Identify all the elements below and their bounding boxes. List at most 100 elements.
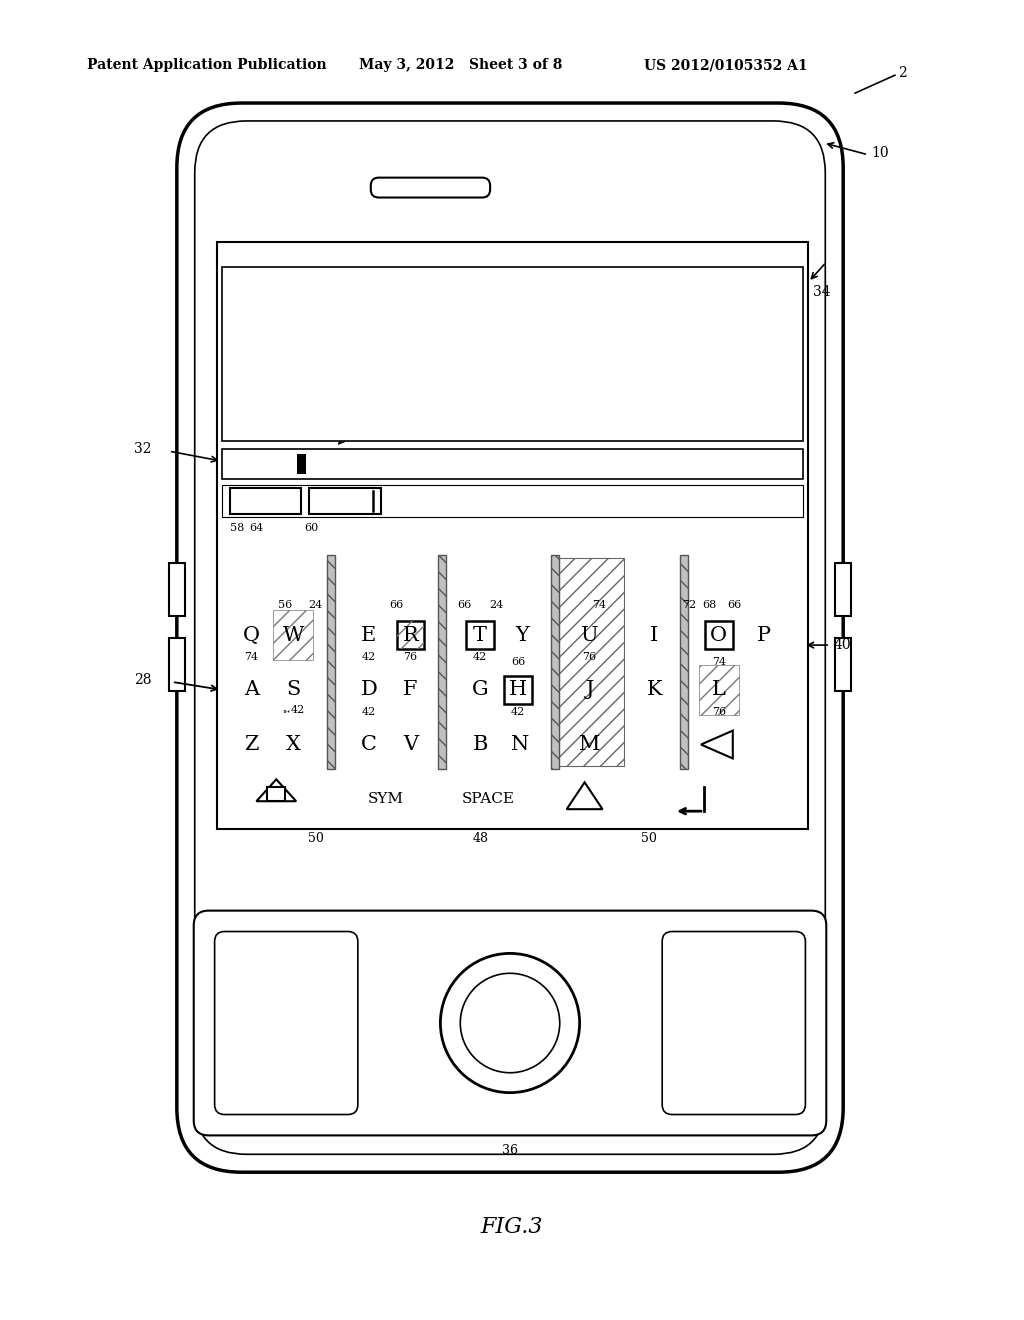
Text: 74: 74 — [593, 601, 606, 610]
Text: M: M — [579, 735, 600, 754]
Text: 36: 36 — [502, 1144, 518, 1158]
Bar — [680, 554, 688, 770]
Text: Z: Z — [244, 735, 259, 754]
FancyBboxPatch shape — [663, 932, 806, 1114]
Text: C: C — [360, 735, 377, 754]
Text: J: J — [586, 680, 594, 700]
Text: Q: Q — [243, 626, 260, 644]
Text: T: T — [473, 626, 487, 644]
Text: 2: 2 — [898, 66, 906, 81]
Text: D: D — [360, 680, 377, 700]
Text: 42: 42 — [361, 652, 376, 663]
Bar — [396, 622, 425, 649]
Bar — [836, 562, 851, 616]
Text: X: X — [286, 735, 301, 754]
Text: Y: Y — [515, 626, 528, 644]
Text: E: E — [361, 626, 377, 644]
Text: 66: 66 — [728, 601, 742, 610]
Text: B: B — [472, 735, 487, 754]
Bar — [705, 622, 733, 649]
Text: 50: 50 — [641, 832, 657, 845]
Text: 34: 34 — [813, 285, 831, 300]
Text: 28: 28 — [134, 673, 152, 686]
Text: 42: 42 — [361, 706, 376, 717]
Text: 52: 52 — [263, 401, 280, 414]
Text: G: G — [472, 680, 488, 700]
Text: S: S — [286, 680, 300, 700]
Text: SPACE: SPACE — [462, 792, 515, 807]
Text: 72: 72 — [682, 601, 696, 610]
Text: L: L — [712, 680, 726, 700]
Text: 68: 68 — [701, 601, 716, 610]
Bar — [466, 622, 495, 649]
Bar — [273, 610, 313, 660]
Polygon shape — [256, 779, 296, 801]
Bar — [438, 554, 446, 770]
Text: 40: 40 — [834, 638, 851, 652]
Text: 10: 10 — [871, 145, 889, 160]
Text: H: H — [509, 680, 527, 700]
Text: To:: To: — [237, 282, 260, 296]
Bar — [169, 638, 184, 692]
Text: K: K — [646, 680, 662, 700]
Text: 42: 42 — [291, 705, 305, 714]
Bar — [229, 488, 301, 513]
Text: A: A — [244, 680, 259, 700]
Text: THROU: THROU — [233, 455, 299, 473]
FancyBboxPatch shape — [215, 932, 357, 1114]
Text: P: P — [757, 626, 771, 644]
Text: 56: 56 — [279, 601, 293, 610]
Bar — [297, 454, 306, 474]
Text: THEO: THEO — [322, 494, 369, 508]
Text: FIG.3: FIG.3 — [480, 1216, 544, 1238]
Text: U: U — [581, 626, 598, 644]
FancyBboxPatch shape — [194, 911, 826, 1135]
Bar — [221, 484, 804, 517]
Text: V: V — [403, 735, 418, 754]
Text: O: O — [711, 626, 727, 644]
Text: Cc:: Cc: — [237, 322, 262, 335]
Text: 48: 48 — [472, 832, 488, 845]
Text: 66: 66 — [511, 657, 525, 667]
Text: 44: 44 — [341, 430, 357, 444]
Text: 66: 66 — [457, 601, 471, 610]
Text: 76: 76 — [712, 706, 726, 717]
FancyBboxPatch shape — [195, 121, 825, 1154]
Text: Subject:: Subject: — [237, 362, 300, 376]
Text: 42: 42 — [473, 652, 487, 663]
Bar — [221, 449, 804, 479]
Text: W: W — [283, 626, 304, 644]
Bar — [836, 638, 851, 692]
Text: 76: 76 — [583, 652, 597, 663]
Bar — [327, 554, 335, 770]
Text: 50: 50 — [308, 832, 324, 845]
Text: R: R — [402, 626, 419, 644]
Text: May 3, 2012   Sheet 3 of 8: May 3, 2012 Sheet 3 of 8 — [358, 58, 562, 73]
Text: Patent Application Publication: Patent Application Publication — [87, 58, 327, 73]
Text: 74: 74 — [712, 657, 726, 667]
FancyBboxPatch shape — [177, 103, 843, 1172]
Text: 60: 60 — [304, 523, 318, 533]
Text: 64: 64 — [250, 523, 264, 533]
Text: 58: 58 — [229, 523, 244, 533]
Bar — [699, 665, 738, 714]
Bar — [221, 267, 804, 441]
Bar — [267, 787, 286, 801]
Text: 42: 42 — [511, 706, 525, 717]
Text: 24: 24 — [489, 601, 503, 610]
Text: 32: 32 — [134, 442, 152, 457]
Circle shape — [460, 973, 560, 1073]
Text: ➳: ➳ — [283, 708, 290, 717]
Polygon shape — [566, 783, 602, 809]
Text: SYM: SYM — [368, 792, 403, 807]
Bar — [309, 488, 381, 513]
Bar — [551, 554, 559, 770]
Text: US 2012/0105352 A1: US 2012/0105352 A1 — [644, 58, 808, 73]
Bar — [504, 676, 531, 704]
Circle shape — [440, 953, 580, 1093]
Text: 66: 66 — [389, 601, 403, 610]
Bar — [559, 557, 625, 767]
Text: F: F — [403, 680, 418, 700]
FancyBboxPatch shape — [371, 178, 490, 198]
Text: N: N — [511, 735, 529, 754]
